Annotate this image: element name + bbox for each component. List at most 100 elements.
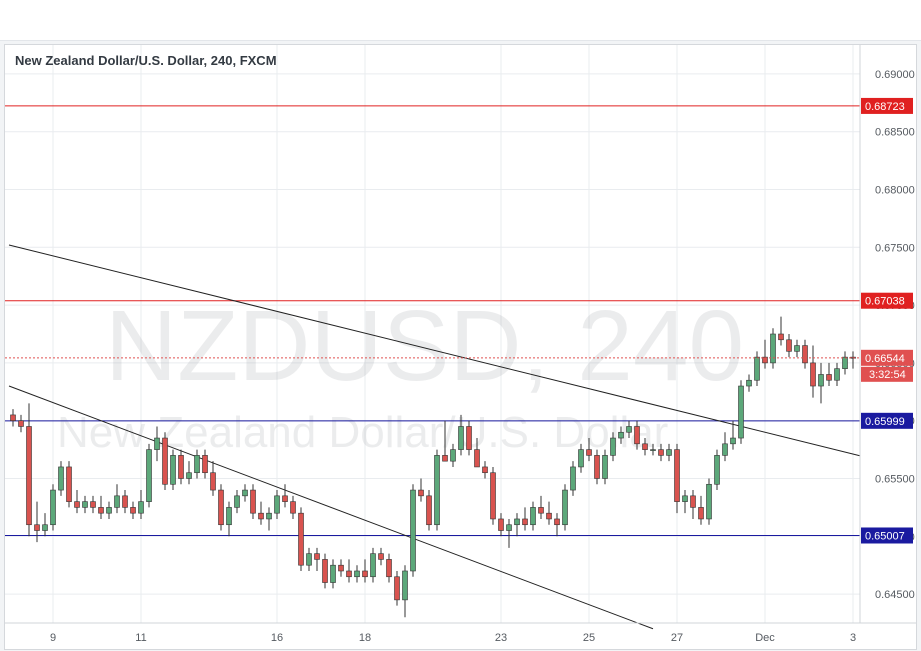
x-tick-label: 23 — [495, 632, 507, 644]
candle-body-down — [66, 466, 72, 502]
candle-body-up — [106, 507, 112, 514]
candle-body-down — [282, 495, 288, 502]
candle-body-down — [290, 501, 296, 514]
candle-body-down — [586, 449, 592, 456]
candle — [778, 316, 784, 346]
candle-body-up — [154, 437, 160, 450]
y-tick-label: 0.67500 — [875, 242, 915, 254]
candle-body-down — [482, 466, 488, 474]
candle — [362, 559, 368, 583]
candle-body-up — [618, 431, 624, 439]
candle-body-down — [362, 570, 368, 578]
candle — [178, 449, 184, 485]
candle — [146, 443, 152, 508]
time-axis[interactable]: 9 11 16 18 23 25 27 Dec 3 — [50, 632, 856, 644]
candle-body-down — [594, 455, 600, 479]
candle — [322, 553, 328, 589]
candle — [218, 484, 224, 531]
candle — [802, 339, 808, 369]
candle — [162, 432, 168, 491]
candle-body-down — [826, 374, 832, 381]
candle-body-down — [338, 564, 344, 572]
candle-body-down — [130, 507, 136, 514]
candle — [338, 559, 344, 577]
candle-body-up — [770, 333, 776, 364]
candle — [306, 547, 312, 571]
candle — [554, 513, 560, 537]
candle-body-down — [394, 576, 400, 601]
candle-body-down — [426, 495, 432, 526]
y-tick-label: 0.68000 — [875, 185, 915, 197]
candle — [202, 449, 208, 479]
candle-body-down — [538, 507, 544, 514]
countdown-label: 3:32:54 — [869, 369, 906, 381]
watermark-symbol: NZDUSD, 240 — [105, 290, 744, 402]
candle — [530, 501, 536, 531]
candle-body-up — [722, 443, 728, 456]
candle-body-up — [410, 489, 416, 572]
candle-body-down — [202, 455, 208, 474]
candle — [226, 501, 232, 537]
candle-body-up — [138, 501, 144, 514]
candle-body-up — [610, 437, 616, 456]
candle — [602, 449, 608, 485]
candle-body-down — [34, 524, 40, 531]
candle — [250, 484, 256, 519]
candle-body-down — [346, 570, 352, 578]
candle-body-up — [234, 495, 240, 508]
candle — [298, 507, 304, 571]
candle — [266, 507, 272, 531]
candle-body-down — [378, 553, 384, 560]
candle-body-down — [26, 426, 32, 526]
candle-body-down — [786, 339, 792, 352]
candle — [210, 461, 216, 496]
candle — [130, 501, 136, 519]
candle — [66, 461, 72, 508]
level-tag — [861, 97, 913, 114]
chart-grid — [5, 45, 860, 623]
candle-body-up — [730, 437, 736, 445]
x-tick-label: 3 — [850, 632, 856, 644]
candle — [842, 351, 848, 375]
candle — [10, 409, 16, 427]
candle-body-up — [682, 495, 688, 502]
y-tick-label: 0.68500 — [875, 127, 915, 139]
level-tag — [861, 292, 913, 309]
price-axis-bg — [860, 45, 916, 649]
candle — [378, 547, 384, 566]
candle-body-down — [634, 426, 640, 445]
candle-body-up — [570, 466, 576, 491]
candle-body-up — [186, 472, 192, 479]
candle-body-up — [330, 564, 336, 583]
candle — [610, 432, 616, 462]
x-tick-label: 11 — [135, 632, 146, 644]
candle — [42, 513, 48, 537]
candle-body-down — [314, 553, 320, 560]
candle-body-up — [706, 483, 712, 520]
candle — [794, 339, 800, 358]
candle-body-down — [546, 512, 552, 520]
candle — [418, 478, 424, 502]
candle-body-down — [762, 356, 768, 364]
candle — [522, 507, 528, 531]
candle — [538, 495, 544, 519]
candle — [98, 495, 104, 519]
candle-body-up — [746, 379, 752, 387]
candle-body-up — [226, 507, 232, 526]
candle-body-down — [90, 501, 96, 508]
candle — [666, 443, 672, 462]
candle — [634, 420, 640, 450]
chart-panel[interactable]: NZDUSD, 240 New Zealand Dollar/U.S. Doll… — [4, 44, 917, 650]
candle — [34, 501, 40, 543]
price-chart[interactable]: NZDUSD, 240 New Zealand Dollar/U.S. Doll… — [5, 45, 916, 649]
candle-body-up — [58, 466, 64, 491]
price-tags: 0.68723 0.67038 0.65999 0.65007 0.66544 3:32:… — [861, 97, 913, 544]
candle-body-up — [514, 518, 520, 526]
candle-body-down — [218, 489, 224, 526]
candle — [818, 362, 824, 404]
candle — [434, 449, 440, 531]
x-tick-label: 25 — [583, 632, 595, 644]
x-tick-label: 9 — [50, 632, 56, 644]
candle-body-up — [754, 356, 760, 381]
candle — [586, 438, 592, 462]
